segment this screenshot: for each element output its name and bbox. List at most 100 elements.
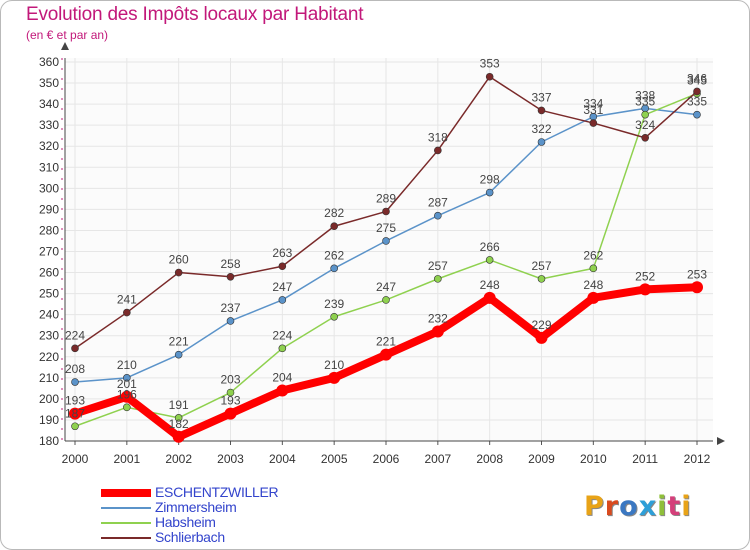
data-label: 204 (272, 370, 292, 384)
data-label: 335 (687, 95, 707, 109)
data-point (382, 296, 390, 304)
data-point (693, 87, 701, 96)
data-label: 247 (272, 280, 292, 294)
data-point (71, 422, 79, 431)
data-point (431, 325, 444, 338)
data-label: 331 (583, 103, 603, 117)
data-label: 210 (117, 358, 137, 372)
data-point (226, 388, 235, 397)
data-point (641, 110, 649, 119)
legend-label: Zimmersheim (155, 499, 237, 515)
y-tick-label: 210 (39, 371, 59, 385)
data-label: 262 (324, 248, 344, 262)
y-tick-label: 260 (39, 266, 59, 280)
data-label: 239 (324, 297, 344, 311)
data-point (589, 119, 598, 127)
data-point (537, 138, 546, 146)
y-tick-label: 200 (39, 392, 59, 406)
x-tick-label: 2011 (632, 452, 658, 466)
data-label: 282 (324, 206, 344, 220)
data-label: 248 (480, 278, 500, 292)
data-label: 232 (428, 312, 448, 326)
legend-label: Habsheim (155, 514, 216, 530)
data-point (485, 188, 494, 197)
x-tick-label: 2008 (476, 452, 503, 466)
data-label: 247 (376, 280, 396, 294)
data-point (589, 264, 598, 273)
data-point (691, 281, 703, 294)
data-point (382, 237, 390, 245)
x-tick-label: 2000 (62, 452, 89, 466)
data-label: 208 (65, 362, 85, 376)
data-point (587, 291, 600, 304)
data-point (174, 268, 183, 277)
y-tick-label: 290 (39, 202, 59, 216)
data-label: 257 (531, 259, 551, 273)
x-tick-label: 2005 (321, 452, 348, 466)
y-tick-label: 310 (39, 160, 59, 174)
data-point (226, 317, 235, 325)
x-tick-label: 2001 (113, 452, 140, 466)
data-point (330, 222, 338, 231)
data-label: 298 (480, 173, 500, 187)
data-label: 253 (687, 267, 707, 281)
data-label: 257 (428, 259, 448, 273)
data-point (224, 407, 237, 420)
legend-swatch (101, 537, 151, 539)
data-label: 193 (220, 394, 240, 408)
legend-swatch (101, 522, 151, 524)
data-label: 182 (169, 417, 189, 431)
data-point (120, 390, 133, 403)
x-tick-label: 2004 (269, 452, 296, 466)
legend-label: ESCHENTZWILLER (155, 484, 279, 500)
x-axis-arrow (717, 437, 725, 445)
data-label: 289 (376, 191, 396, 205)
data-label: 258 (220, 257, 240, 271)
data-label: 345 (687, 74, 707, 88)
data-point (123, 403, 131, 412)
data-label: 241 (117, 293, 137, 307)
data-point (69, 407, 81, 420)
x-tick-label: 2012 (684, 452, 711, 466)
data-point (330, 264, 338, 273)
data-point (434, 211, 442, 220)
data-point (172, 430, 185, 443)
x-tick-label: 2003 (217, 452, 244, 466)
data-label: 221 (169, 335, 189, 349)
data-point (380, 348, 392, 361)
data-label: 275 (376, 221, 396, 235)
data-point (328, 371, 341, 384)
y-tick-label: 270 (39, 245, 59, 259)
data-point (537, 106, 546, 115)
chart-subtitle: (en € et par an) (26, 28, 109, 42)
data-label: 203 (220, 373, 240, 387)
data-label: 224 (65, 328, 85, 342)
data-point (174, 414, 183, 422)
y-tick-label: 180 (39, 434, 59, 448)
y-tick-label: 190 (39, 413, 59, 427)
legend-swatch (101, 489, 151, 497)
proxiti-logo: Proxiti (584, 491, 692, 522)
data-label: 338 (635, 88, 655, 102)
y-tick-label: 280 (39, 223, 59, 237)
data-point (693, 110, 701, 119)
data-point (71, 378, 79, 386)
data-point (434, 146, 442, 155)
x-tick-label: 2002 (165, 452, 192, 466)
data-label: 191 (169, 398, 189, 412)
data-label: 266 (480, 240, 500, 254)
y-tick-label: 320 (39, 139, 59, 153)
x-tick-label: 2009 (528, 452, 555, 466)
data-point (330, 312, 338, 321)
data-label: 263 (272, 246, 292, 260)
data-point (434, 275, 442, 283)
data-label: 196 (117, 387, 137, 401)
x-tick-label: 2007 (424, 452, 451, 466)
data-label: 237 (220, 301, 240, 315)
data-label: 287 (428, 196, 448, 210)
data-label: 322 (531, 122, 551, 136)
legend-label: Schlierbach (155, 529, 225, 545)
y-tick-label: 360 (39, 55, 59, 69)
